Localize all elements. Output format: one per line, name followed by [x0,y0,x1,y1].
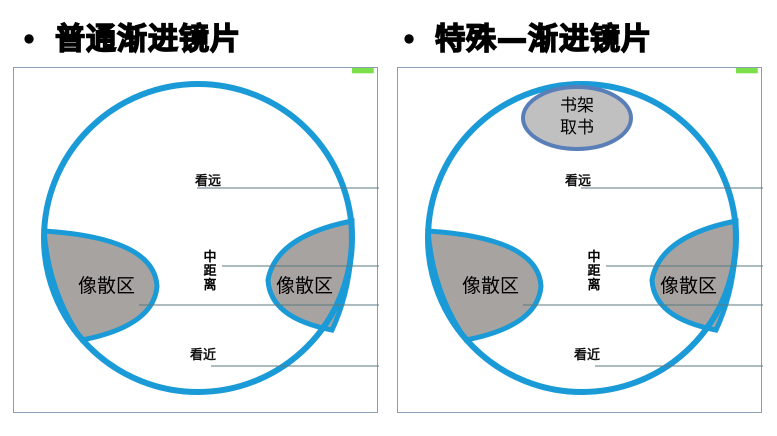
near-label: 看近 [574,348,601,363]
lens-ring [41,81,355,395]
lens-drawing: ▀▀ [41,68,379,395]
blur-zone-left [41,228,160,343]
mid-label: 中距离 [587,250,601,293]
blur-zone-left [425,228,544,343]
cropped-mark: ▀▀ [351,68,374,82]
lens-drawing: ▀▀ [425,68,763,395]
bookshelf-zone [521,85,633,151]
lens-ring [425,81,739,395]
cropped-mark: ▀▀ [735,68,758,82]
normal-lens-diagram: ▀▀ 看远 中距离 看近 像散区 像散区 [13,67,379,413]
bookshelf-label: 书架 取书 [560,96,594,138]
far-label: 看远 [565,174,592,189]
blur-label-left: 像散区 [78,275,136,297]
left-title: • 普通渐进镜片 [21,21,242,58]
blur-label-right: 像散区 [660,275,718,297]
far-label: 看远 [195,174,222,189]
special-lens-diagram: ▀▀ 书架 取书 看远 中距离 看近 像散区 像散区 [397,67,763,413]
mid-label: 中距离 [203,250,217,293]
blur-label-left: 像散区 [462,275,520,297]
blur-label-right: 像散区 [276,275,334,297]
right-title: • 特殊—渐进镜片 [401,21,653,58]
near-label: 看近 [190,348,217,363]
